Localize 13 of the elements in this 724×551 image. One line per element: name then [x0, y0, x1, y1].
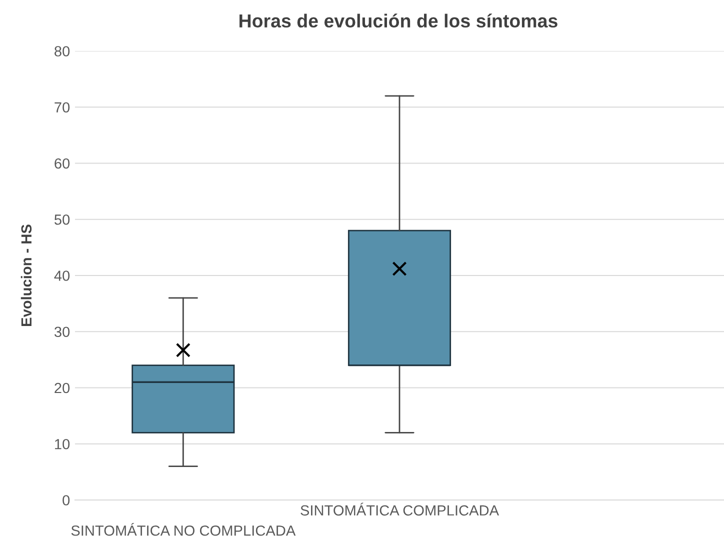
y-tick-label: 60: [54, 158, 70, 169]
y-axis-title: Evolucion - HS: [20, 224, 32, 326]
x-tick-label: SINTOMÁTICA COMPLICADA: [300, 502, 500, 516]
y-tick-label: 80: [54, 46, 70, 56]
chart-title: Horas de evolución de los síntomas: [240, 14, 558, 28]
y-tick-label: 70: [54, 102, 70, 113]
y-tick-label: 30: [54, 326, 70, 338]
x-tick-label: SINTOMÁTICA NO COMPLICADA: [71, 522, 296, 536]
y-tick-label: 20: [54, 382, 70, 394]
y-tick-label: 10: [55, 438, 70, 450]
y-tick-label: 0: [62, 495, 70, 506]
y-tick-label: 40: [54, 270, 70, 281]
y-tick-label: 50: [54, 214, 70, 225]
